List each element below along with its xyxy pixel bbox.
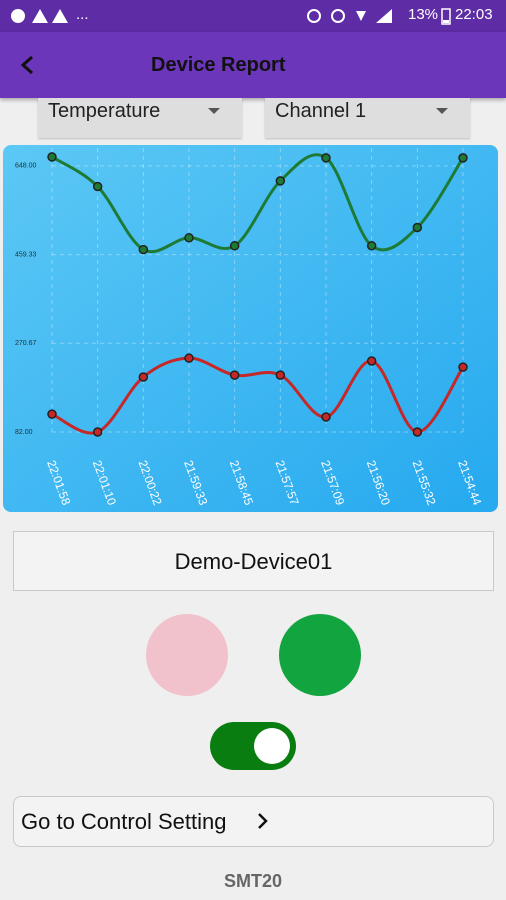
y-tick-label: 648.00 xyxy=(15,163,37,170)
title: Device Report xyxy=(151,54,286,76)
data-point xyxy=(229,370,240,380)
system-icons xyxy=(307,9,392,23)
data-point xyxy=(412,427,423,437)
data-point xyxy=(458,362,468,372)
y-tick-label: 459.33 xyxy=(15,251,37,258)
chevron xyxy=(258,813,268,829)
control-button[interactable]: Go to Control Setting xyxy=(13,796,494,847)
indicator-on xyxy=(279,614,361,696)
series-line xyxy=(51,356,465,435)
footer: SMT20 xyxy=(223,871,283,891)
data-point xyxy=(229,241,240,251)
toggle-knob xyxy=(254,728,290,764)
indicators xyxy=(146,614,361,770)
data-point xyxy=(138,244,149,255)
battery-icon xyxy=(441,8,451,25)
dropdown-text: Temperature xyxy=(48,100,161,122)
device-name-box: Demo-Device01 xyxy=(13,531,494,591)
dropdown-text: Channel 1 xyxy=(275,100,367,122)
data-point xyxy=(92,427,103,437)
data-point xyxy=(275,176,286,186)
data-point xyxy=(138,372,149,382)
status-more: ... xyxy=(76,6,89,23)
metric-dropdown[interactable]: Temperature xyxy=(38,98,242,138)
data-point xyxy=(321,153,331,163)
back-button[interactable] xyxy=(18,54,38,76)
battery: 13% xyxy=(408,6,439,23)
series-line xyxy=(51,153,465,254)
indicator-off xyxy=(146,614,228,696)
chart-background xyxy=(3,145,498,512)
data-point xyxy=(458,153,468,163)
y-tick-label: 82.00 xyxy=(15,429,33,436)
button-text: Go to Control Setting xyxy=(21,809,227,834)
data-point xyxy=(92,181,103,192)
data-point xyxy=(366,356,377,366)
app-bar: Device Report xyxy=(0,32,506,98)
data-point xyxy=(184,353,194,363)
data-point xyxy=(47,152,57,162)
device-name: Demo-Device01 xyxy=(174,549,333,574)
y-tick-label: 270.67 xyxy=(15,340,37,347)
status-bar: ... 13% 22:03 xyxy=(0,0,506,32)
data-point xyxy=(275,370,286,380)
status-icons xyxy=(11,9,68,23)
clock: 22:03 xyxy=(455,6,493,23)
channel-dropdown[interactable]: Channel 1 xyxy=(265,98,470,138)
data-point xyxy=(321,412,331,422)
data-point xyxy=(47,409,57,419)
data-point xyxy=(366,241,377,251)
data-point xyxy=(184,233,194,243)
data-point xyxy=(412,222,423,233)
